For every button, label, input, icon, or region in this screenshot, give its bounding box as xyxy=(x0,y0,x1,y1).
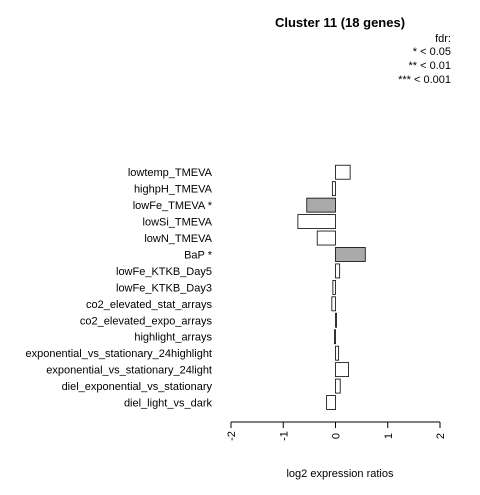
bar-0 xyxy=(335,164,351,180)
legend: fdr: * < 0.05 ** < 0.01 *** < 0.001 xyxy=(398,33,451,86)
x-axis: -2 -1 0 1 2 xyxy=(226,421,447,441)
bar-10 xyxy=(334,329,336,345)
legend-heading: fdr: xyxy=(435,33,451,45)
category-label-7: lowFe_KTKB_Day3 xyxy=(116,282,212,294)
legend-entry-1: * < 0.05 xyxy=(413,46,451,58)
bar-7 xyxy=(332,279,336,295)
category-labels: lowtemp_TMEVA highpH_TMEVA lowFe_TMEVA * lo… xyxy=(25,167,212,409)
bar-12 xyxy=(335,362,349,378)
x-tick-label-0: -2 xyxy=(226,431,238,441)
category-label-9: co2_elevated_expo_arrays xyxy=(80,315,213,327)
x-tick-label-3: 1 xyxy=(383,433,395,439)
category-label-6: lowFe_KTKB_Day5 xyxy=(116,266,212,278)
x-tick-label-1: -1 xyxy=(278,431,290,441)
category-label-8: co2_elevated_stat_arrays xyxy=(86,299,212,311)
category-label-3: lowSi_TMEVA xyxy=(143,217,213,229)
bar-5 xyxy=(335,247,366,262)
category-label-11: exponential_vs_stationary_24highlight xyxy=(25,348,212,360)
category-label-10: highlight_arrays xyxy=(134,332,212,344)
legend-entry-2: ** < 0.01 xyxy=(408,60,451,72)
bar-6 xyxy=(335,263,341,279)
category-label-1: highpH_TMEVA xyxy=(134,184,213,196)
x-tick-label-4: 2 xyxy=(435,433,447,439)
x-axis-label: log2 expression ratios xyxy=(286,468,394,480)
category-label-4: lowN_TMEVA xyxy=(144,233,212,245)
category-label-5: BaP * xyxy=(184,249,213,261)
category-label-12: exponential_vs_stationary_24light xyxy=(46,365,212,377)
category-label-13: diel_exponential_vs_stationary xyxy=(62,381,213,393)
category-label-2: lowFe_TMEVA * xyxy=(133,200,213,212)
bar-13 xyxy=(335,378,341,394)
chart-title: Cluster 11 (18 genes) xyxy=(275,15,405,30)
bar-2 xyxy=(306,197,336,213)
bar-9 xyxy=(335,312,337,328)
bar-1 xyxy=(331,181,336,197)
x-tick-label-2: 0 xyxy=(331,433,343,439)
category-label-0: lowtemp_TMEVA xyxy=(128,167,213,179)
bar-4 xyxy=(316,230,336,246)
bars-group xyxy=(297,164,366,410)
bar-3 xyxy=(297,214,336,229)
bar-14 xyxy=(326,395,336,410)
legend-entry-3: *** < 0.001 xyxy=(398,74,451,86)
category-label-14: diel_light_vs_dark xyxy=(124,398,213,410)
bar-11 xyxy=(335,345,340,361)
bar-8 xyxy=(331,296,336,312)
